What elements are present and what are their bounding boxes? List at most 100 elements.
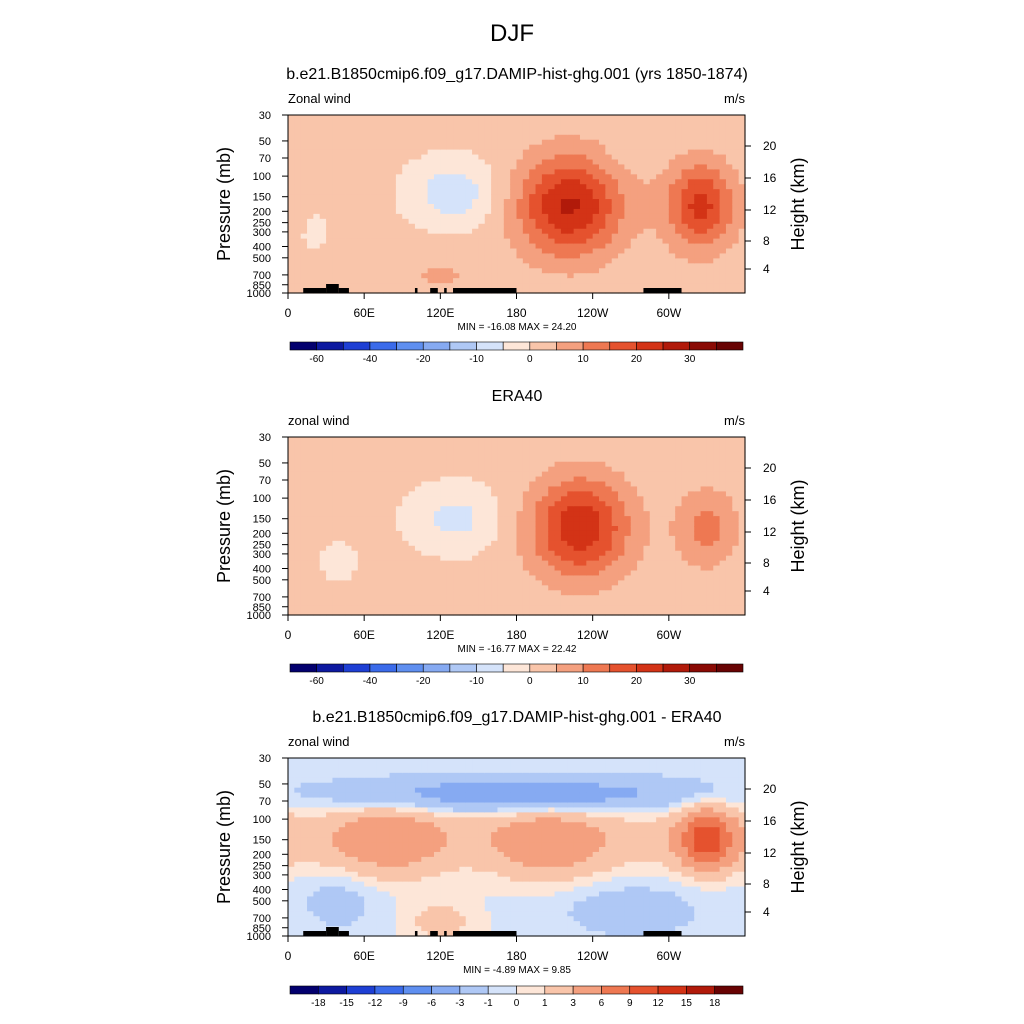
field-cell — [573, 555, 581, 562]
field-cell — [453, 526, 460, 532]
field-cell — [579, 441, 587, 448]
field-cell — [440, 204, 448, 210]
field-cell — [541, 248, 549, 255]
field-cell — [503, 486, 511, 492]
field-cell — [338, 129, 346, 136]
field-cell — [370, 115, 378, 121]
field-cell — [694, 248, 702, 255]
field-cell — [484, 144, 492, 151]
field-cell — [560, 149, 568, 156]
field-cell — [656, 243, 664, 250]
field-cell — [554, 119, 562, 126]
field-cell — [478, 605, 486, 611]
field-cell — [522, 595, 530, 601]
field-cell — [351, 530, 359, 537]
field-cell — [497, 446, 505, 453]
field-cell — [522, 545, 530, 552]
field-cell — [618, 575, 626, 581]
field-cell — [554, 258, 562, 264]
field-cell — [300, 204, 308, 210]
field-cell — [446, 149, 454, 156]
field-cell — [522, 491, 530, 497]
field-cell — [433, 184, 441, 190]
field-cell — [662, 600, 670, 606]
field-cell — [408, 555, 416, 562]
field-cell — [453, 278, 460, 284]
field-cell — [288, 139, 295, 146]
field-cell — [294, 189, 302, 195]
field-cell — [656, 446, 664, 453]
field-cell — [383, 516, 391, 522]
field-cell — [541, 550, 549, 557]
field-cell — [433, 451, 441, 458]
field-cell — [668, 590, 676, 596]
field-cell — [478, 451, 486, 458]
field-cell — [421, 585, 429, 591]
field-cell — [592, 238, 600, 245]
field-cell — [618, 238, 626, 245]
field-cell — [421, 213, 429, 220]
field-cell — [535, 590, 543, 596]
field-cell — [649, 194, 657, 200]
field-cell — [630, 530, 638, 537]
field-cell — [649, 189, 657, 195]
field-cell — [732, 208, 740, 215]
field-cell — [560, 560, 568, 567]
field-cell — [294, 243, 302, 250]
field-cell — [370, 159, 378, 166]
field-cell — [453, 218, 460, 225]
field-cell — [345, 115, 353, 121]
field-cell — [433, 199, 441, 205]
field-cell — [459, 208, 467, 215]
field-cell — [497, 268, 505, 274]
field-cell — [427, 437, 435, 443]
field-cell — [586, 119, 594, 126]
field-cell — [433, 530, 441, 537]
field-cell — [560, 134, 568, 141]
field-cell — [313, 471, 321, 478]
field-cell — [687, 124, 695, 131]
colorbar-box — [716, 341, 744, 351]
field-cell — [421, 590, 429, 596]
field-cell — [624, 204, 632, 210]
field-cell — [548, 471, 556, 478]
field-cell — [567, 149, 575, 156]
field-cell — [605, 144, 613, 151]
field-cell — [579, 580, 587, 586]
field-cell — [541, 174, 549, 180]
field-cell — [357, 605, 365, 611]
field-cell — [668, 610, 676, 616]
field-cell — [656, 456, 664, 463]
field-cell — [332, 129, 340, 136]
field-cell — [535, 129, 543, 136]
field-cell — [484, 278, 492, 284]
field-cell — [649, 129, 657, 136]
field-cell — [465, 590, 473, 596]
field-cell — [675, 233, 683, 240]
field-cell — [319, 268, 327, 274]
field-cell — [351, 471, 359, 478]
field-cell — [433, 590, 441, 596]
field-cell — [567, 288, 575, 294]
field-cell — [560, 600, 568, 606]
field-cell — [637, 174, 645, 180]
field-cell — [307, 194, 314, 200]
field-cell — [453, 466, 460, 473]
field-cell — [637, 456, 645, 463]
field-cell — [421, 208, 429, 215]
field-cell — [389, 179, 397, 185]
field-cell — [395, 501, 403, 507]
field-cell — [668, 550, 676, 557]
field-cell — [288, 516, 295, 522]
field-cell — [364, 228, 372, 235]
field-cell — [402, 575, 410, 581]
field-cell — [383, 610, 391, 616]
field-cell — [554, 437, 562, 443]
field-cell — [383, 263, 391, 269]
colorbar-label: 20 — [631, 354, 643, 365]
field-cell — [535, 159, 543, 166]
field-cell — [700, 194, 708, 200]
field-cell — [649, 184, 657, 190]
field-cell — [383, 466, 391, 473]
field-cell — [446, 184, 454, 190]
